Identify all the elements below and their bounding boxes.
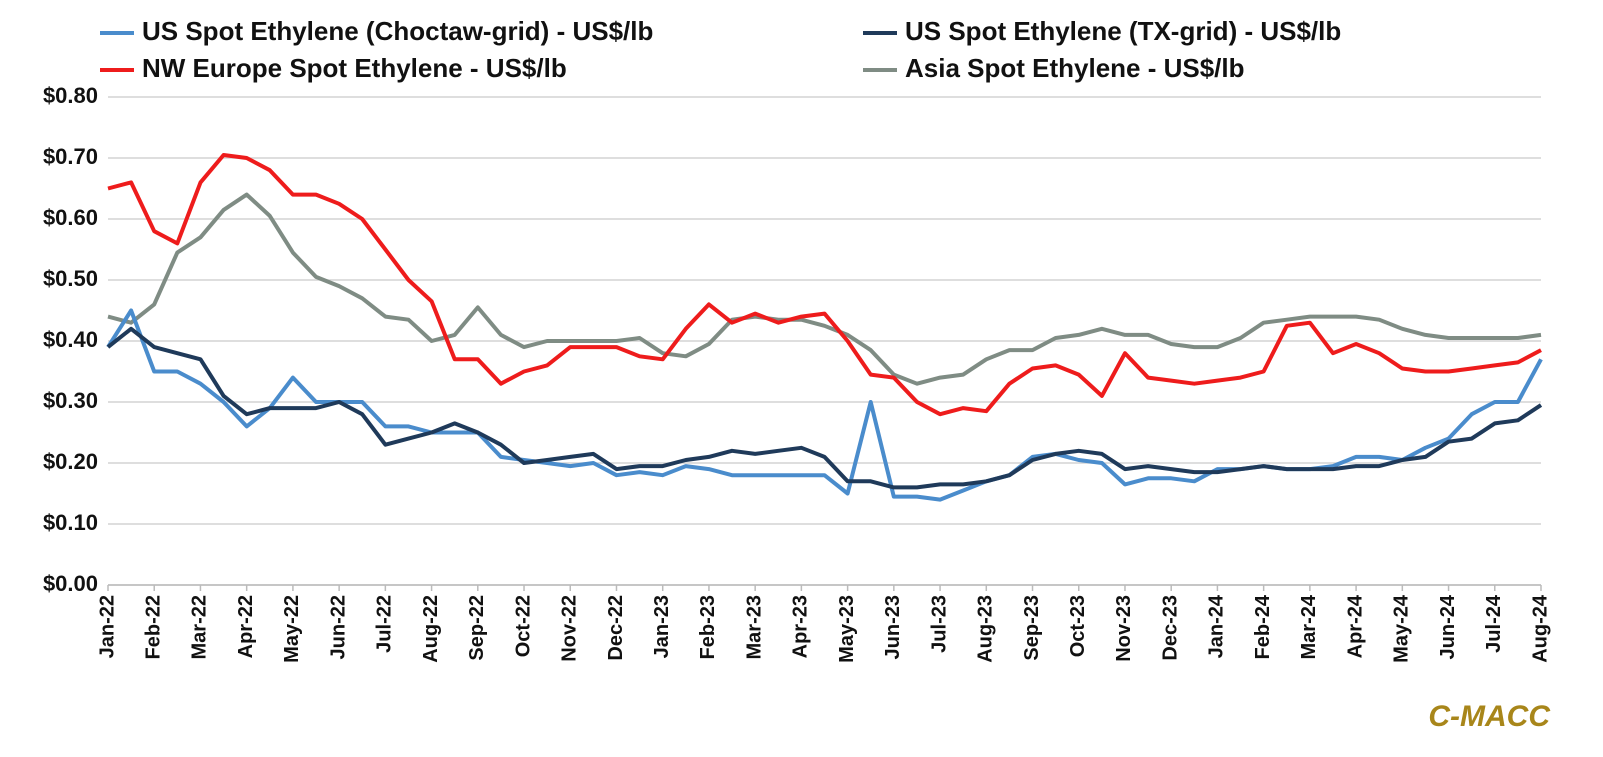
x-tick-label: Apr-24 [1344,594,1366,658]
x-tick-label: Apr-23 [790,595,812,658]
x-tick-label: Jul-22 [374,595,396,653]
x-tick-label: Aug-24 [1529,594,1551,663]
series-line [106,326,1543,490]
x-tick-label: Oct-22 [512,595,534,657]
x-tick-label: Sep-23 [1021,595,1043,661]
legend-label: US Spot Ethylene (TX-grid) - US$/lb [905,16,1341,46]
x-tick-label: Jun-24 [1437,594,1459,659]
x-tick-label: Sep-22 [466,595,488,661]
y-tick-label: $0.60 [43,205,98,230]
y-tick-label: $0.80 [43,83,98,108]
x-tick-label: Feb-24 [1252,594,1274,659]
series-line [107,153,1542,417]
x-tick-label: Apr-22 [235,595,257,658]
legend-label: NW Europe Spot Ethylene - US$/lb [142,53,567,83]
x-tick-label: Nov-23 [1113,595,1135,662]
x-tick-label: Feb-22 [143,595,165,659]
x-tick-label: Feb-23 [697,595,719,659]
y-tick-label: $0.70 [43,144,98,169]
x-tick-label: Mar-24 [1298,594,1320,659]
x-tick-label: Jun-23 [882,595,904,659]
x-tick-label: Aug-23 [975,595,997,663]
y-tick-label: $0.30 [43,388,98,413]
x-tick-label: May-24 [1391,594,1413,663]
x-tick-label: Mar-23 [743,595,765,659]
x-tick-label: Jan-24 [1206,594,1228,658]
y-tick-label: $0.50 [43,266,98,291]
x-tick-label: Jul-23 [928,595,950,653]
x-tick-label: Dec-22 [605,595,627,661]
x-tick-label: Dec-23 [1159,595,1181,661]
x-tick-label: May-22 [281,595,303,663]
x-tick-label: May-23 [836,595,858,663]
x-tick-label: Jul-24 [1483,594,1505,653]
series-line [107,192,1542,386]
y-tick-label: $0.00 [43,571,98,596]
x-tick-label: Jan-22 [96,595,118,658]
y-tick-label: $0.20 [43,449,98,474]
x-tick-label: Nov-22 [559,595,581,662]
source: C-MACC [1428,700,1551,733]
x-tick-label: Jun-22 [327,595,349,659]
y-tick-label: $0.10 [43,510,98,535]
x-tick-label: Jan-23 [651,595,673,658]
x-tick-label: Oct-23 [1067,595,1089,657]
legend-label: Asia Spot Ethylene - US$/lb [905,53,1245,83]
x-tick-label: Mar-22 [189,595,211,659]
legend-label: US Spot Ethylene (Choctaw-grid) - US$/lb [142,16,653,46]
y-tick-label: $0.40 [43,327,98,352]
x-tick-label: Aug-22 [420,595,442,663]
